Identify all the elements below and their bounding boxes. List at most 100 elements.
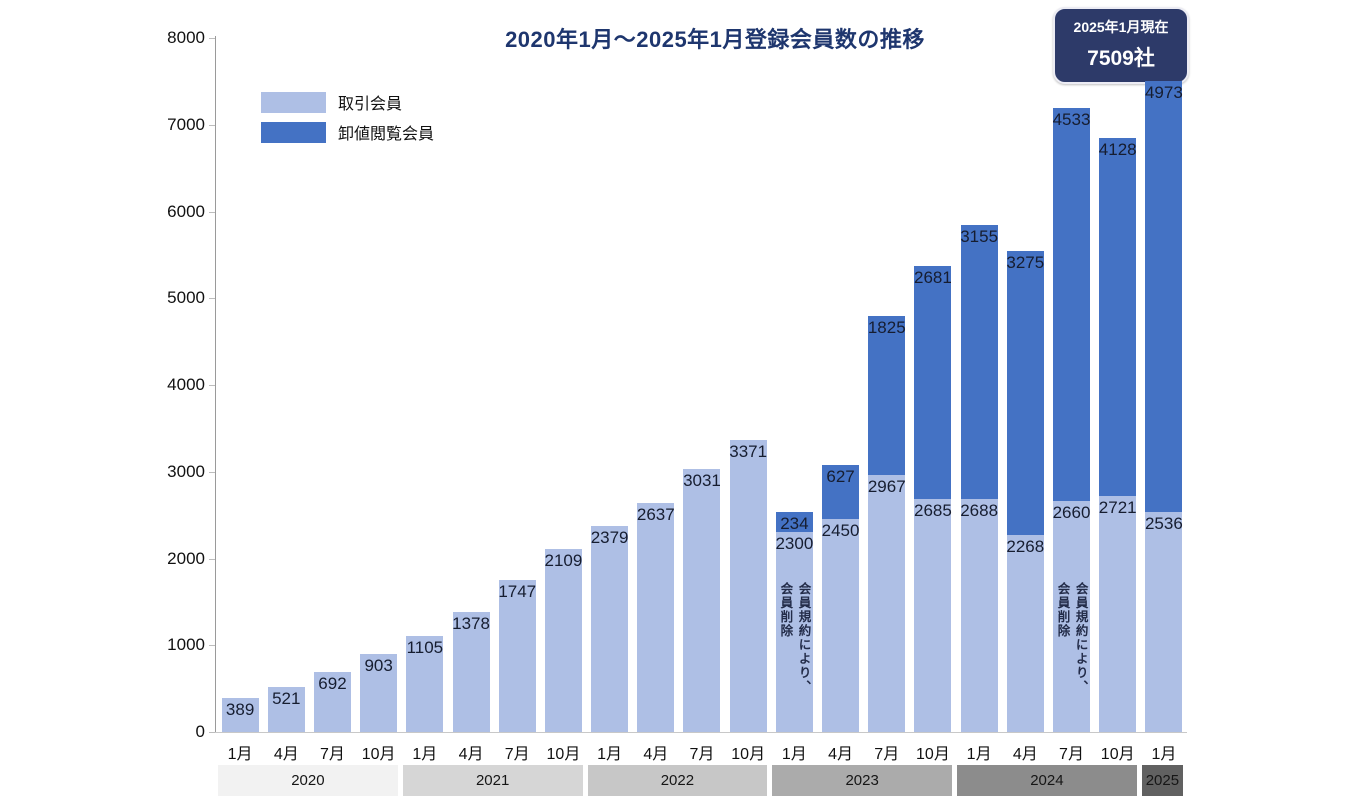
bar-value-label-light: 2379 [590,527,629,547]
bar-segment-light: 2637 [636,503,675,732]
y-axis-tick-label: 6000 [167,201,205,221]
x-axis-month-label: 4月 [643,746,669,763]
bar-segment-light: 3371 [729,439,768,732]
x-axis-month-label: 1月 [1151,746,1177,763]
y-axis-tick [209,124,215,126]
bar-value-label-light: 2450 [821,521,860,541]
bar-segment-light: 692 [313,671,351,732]
bar-segment-light: 521 [267,686,305,732]
legend-label: 取引会員 [338,96,403,113]
y-axis-tick-label: 3000 [167,461,205,481]
x-axis-month-label: 10月 [546,746,581,763]
y-axis-tick-label: 1000 [167,635,205,655]
bar-segment-light: 2967 [867,474,906,732]
year-band-2025: 2025 [1141,765,1183,796]
y-axis-line [215,36,216,733]
bar-value-label-light: 903 [364,655,393,675]
y-axis-tick-label: 8000 [167,28,205,47]
x-axis-month-label: 1月 [227,746,253,763]
x-axis-month-label: 10月 [1100,746,1135,763]
y-axis-tick [209,645,215,647]
bar-segment-light: 903 [360,653,398,732]
year-band-2023: 2023 [772,765,953,796]
bar-value-label-light: 2721 [1098,497,1137,517]
bar-value-label-dark: 4533 [1052,110,1091,129]
bar-segment-light: 2268 [1006,535,1045,732]
x-axis-month-label: 7月 [504,746,530,763]
x-axis-baseline [215,732,1187,733]
bar-segment-dark: 2681 [914,266,952,500]
bar-segment-light: 2300 [775,532,814,732]
bar-value-label-light: 2300 [775,534,814,554]
chart-title: 2020年1月〜2025年1月登録会員数の推移 [505,27,925,52]
bar-value-label-light: 1747 [498,582,537,602]
bar-segment-light: 2379 [590,525,629,732]
bar-segment-light: 2109 [545,549,582,732]
y-axis-tick [209,385,215,386]
y-axis-tick [209,211,215,213]
bar-value-label-light: 2536 [1144,514,1183,533]
x-axis-month-label: 1月 [412,746,438,763]
bar-segment-light: 1378 [452,612,490,732]
x-axis-month-label: 1月 [597,746,623,763]
year-band-2021: 2021 [402,765,583,796]
x-axis-month-label: 7月 [874,746,900,763]
bar-value-label-light: 3031 [683,471,721,491]
bar-value-label-dark: 234 [780,514,809,534]
y-axis-tick [209,298,215,300]
bar-segment-light: 1105 [406,636,444,732]
bar-segment-dark: 627 [822,465,860,520]
x-axis-month-label: 10月 [731,746,766,763]
bar-value-label-dark: 2681 [914,268,952,288]
bar-value-label-light: 692 [318,673,347,693]
bar-segment-light: 389 [221,698,259,732]
bar-segment-dark: 4533 [1052,108,1091,502]
y-axis-tick [209,732,215,733]
bar-value-label-light: 2109 [544,551,583,571]
legend-item-trading-member: 取引会員 [261,90,434,114]
legend-label: 卸値閲覧会員 [338,126,435,143]
bar-value-label-dark: 1825 [867,318,906,338]
badge-total-value: 7509社 [1087,47,1155,70]
bar-segment-light: 2660 [1053,501,1090,732]
x-axis-month-label: 4月 [273,746,299,763]
y-axis-tick [209,38,215,39]
x-axis-month-label: 4月 [1012,746,1038,763]
bar-value-label-light: 2688 [960,500,999,520]
bar-segment-light: 1747 [498,580,537,732]
year-band-2020: 2020 [218,765,398,796]
bar-segment-dark: 4128 [1099,137,1137,496]
year-band-2024: 2024 [957,765,1137,796]
x-axis-month-label: 7月 [689,746,715,763]
y-axis-tick-label: 5000 [167,288,205,308]
bar-value-label-light: 3371 [729,441,768,461]
y-axis-tick-label: 0 [195,722,205,741]
bar-value-label-light: 2637 [636,505,675,525]
bar-value-label-dark: 4973 [1144,82,1183,102]
bar-segment-light: 3031 [683,469,721,732]
bar-value-label-dark: 627 [826,467,855,487]
member-deletion-annotation: 会員規約により、 会員削除 [1055,582,1088,694]
bar-segment-dark: 3275 [1006,251,1044,536]
legend-swatch-dark [261,121,326,143]
y-axis-tick [209,471,215,473]
current-total-badge: 2025年1月現在 7509社 [1053,7,1189,84]
bar-segment-dark: 1825 [867,316,906,475]
year-band-2022: 2022 [587,765,768,796]
bar-segment-dark: 3155 [960,225,998,499]
bar-value-label-light: 1105 [406,638,444,658]
bar-segment-dark: 234 [775,512,813,534]
bar-value-label-light: 2268 [1006,537,1045,557]
x-axis-month-label: 4月 [828,746,854,763]
bar-segment-light: 2721 [1098,495,1137,732]
bar-value-label-light: 2967 [867,476,906,496]
bar-value-label-light: 2660 [1052,503,1091,523]
y-axis-tick [209,558,215,560]
bar-segment-light: 2450 [822,519,859,732]
bar-segment-light: 2688 [960,498,999,732]
y-axis-tick-label: 4000 [167,375,205,394]
x-axis-month-label: 7月 [320,746,345,763]
chart-legend: 取引会員 卸値閲覧会員 [261,90,434,150]
y-axis-tick-label: 2000 [167,548,205,568]
x-axis-month-label: 7月 [1059,746,1084,763]
